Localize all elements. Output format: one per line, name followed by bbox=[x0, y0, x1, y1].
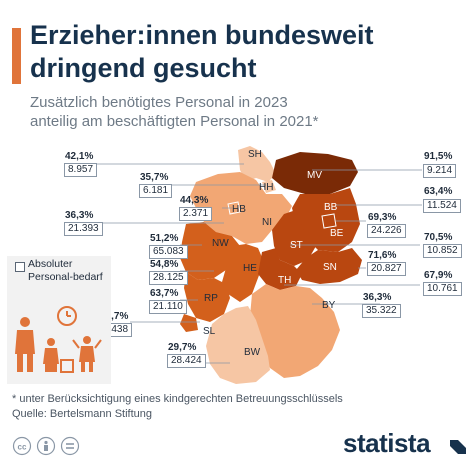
percent-label-NW: 51,2% bbox=[150, 233, 179, 244]
state-code-BW: BW bbox=[244, 347, 261, 358]
chart-title: Erzieher:innen bundesweit dringend gesuc… bbox=[30, 19, 460, 85]
state-shape-NI bbox=[190, 172, 292, 244]
state-shape-BY bbox=[250, 284, 340, 378]
state-shape-NW bbox=[180, 222, 240, 280]
value-box-MV: 9.214 bbox=[423, 164, 457, 178]
state-shape-SL bbox=[180, 314, 198, 332]
subtitle-line-1: Zusätzlich benötigtes Personal in 2023 bbox=[30, 94, 288, 111]
legend-label: Absoluter Personal-bedarf bbox=[28, 258, 103, 283]
value-box-BY: 35.322 bbox=[362, 304, 401, 318]
equals-icon[interactable] bbox=[60, 436, 80, 456]
percent-label-MV: 91,5% bbox=[424, 151, 453, 162]
source-note: Quelle: Bertelsmann Stiftung bbox=[12, 408, 153, 420]
value-box-SN: 20.827 bbox=[367, 262, 406, 276]
value-box-TH: 10.761 bbox=[423, 282, 462, 296]
state-shape-ST bbox=[272, 210, 316, 266]
chart-subtitle: Zusätzlich benötigtes Personal in 2023 a… bbox=[30, 93, 460, 131]
percent-label-HH: 35,7% bbox=[140, 172, 169, 183]
percent-label-SL: 64,7% bbox=[100, 311, 129, 322]
cc-icon[interactable]: cc bbox=[12, 436, 32, 456]
percent-label-RP: 63,7% bbox=[150, 288, 179, 299]
title-accent-bar bbox=[12, 28, 21, 84]
state-code-TH: TH bbox=[278, 275, 292, 286]
svg-text:cc: cc bbox=[18, 443, 27, 452]
value-box-SH: 8.957 bbox=[64, 163, 98, 177]
state-shape-HE bbox=[222, 244, 264, 302]
state-code-SH: SH bbox=[248, 149, 262, 160]
percent-label-SH: 42,1% bbox=[65, 151, 94, 162]
percent-label-BE: 69,3% bbox=[368, 212, 397, 223]
legend-square-icon bbox=[15, 262, 25, 272]
value-box-BE: 24.226 bbox=[367, 224, 406, 238]
state-shape-BE bbox=[321, 213, 337, 229]
statista-logo[interactable]: statista bbox=[343, 428, 431, 459]
percent-label-HE: 54,8% bbox=[150, 259, 179, 270]
brand-text: statista bbox=[343, 428, 431, 458]
footnote: * unter Berücksichtigung eines kindgerec… bbox=[12, 393, 343, 405]
value-box-HE: 28.125 bbox=[149, 271, 188, 285]
percent-label-SN: 71,6% bbox=[368, 250, 397, 261]
state-shape-BW bbox=[206, 306, 270, 384]
state-shape-HH bbox=[262, 180, 276, 193]
state-code-SN: SN bbox=[323, 262, 337, 273]
title-line-2: dringend gesucht bbox=[30, 53, 257, 83]
state-code-RP: RP bbox=[204, 293, 218, 304]
percent-label-ST: 70,5% bbox=[424, 232, 453, 243]
state-shape-SH bbox=[238, 146, 276, 182]
state-shape-HB bbox=[227, 201, 241, 215]
subtitle-line-2: anteilig am beschäftigten Personal in 20… bbox=[30, 113, 319, 130]
state-code-BE: BE bbox=[330, 228, 344, 239]
value-box-BB: 11.524 bbox=[423, 199, 461, 213]
person-icon[interactable] bbox=[36, 436, 56, 456]
state-code-NI: NI bbox=[262, 217, 272, 228]
state-code-BB: BB bbox=[324, 202, 338, 213]
legend: Absoluter Personal-bedarf bbox=[7, 256, 111, 384]
state-code-SL: SL bbox=[203, 326, 216, 337]
percent-label-BY: 36,3% bbox=[363, 292, 392, 303]
state-code-MV: MV bbox=[307, 170, 322, 181]
percent-label-BW: 29,7% bbox=[168, 342, 197, 353]
family-illustration-icon bbox=[15, 306, 102, 373]
state-code-ST: ST bbox=[290, 240, 303, 251]
state-shape-TH bbox=[258, 248, 302, 290]
leader-lines bbox=[95, 163, 422, 364]
value-box-RP: 21.110 bbox=[149, 300, 187, 314]
state-code-BY: BY bbox=[322, 300, 336, 311]
statista-logo-mark-icon bbox=[450, 440, 466, 454]
value-box-NW: 65.083 bbox=[149, 245, 188, 259]
value-box-NI: 21.393 bbox=[64, 222, 103, 236]
state-code-NW: NW bbox=[212, 238, 229, 249]
value-box-BW: 28.424 bbox=[167, 354, 206, 368]
state-shape-SN bbox=[296, 248, 362, 284]
percent-label-HB: 44,3% bbox=[180, 195, 209, 206]
title-line-1: Erzieher:innen bundesweit bbox=[30, 20, 374, 50]
state-code-HB: HB bbox=[232, 204, 246, 215]
germany-map bbox=[95, 146, 422, 384]
percent-label-NI: 36,3% bbox=[65, 210, 94, 221]
value-box-HB: 2.371 bbox=[179, 207, 213, 221]
percent-label-BB: 63,4% bbox=[424, 186, 453, 197]
value-box-HH: 6.181 bbox=[139, 184, 173, 198]
state-shape-MV bbox=[272, 152, 358, 194]
percent-label-TH: 67,9% bbox=[424, 270, 453, 281]
state-shape-RP bbox=[184, 272, 230, 322]
value-box-ST: 10.852 bbox=[423, 244, 462, 258]
state-code-HE: HE bbox=[243, 263, 257, 274]
state-code-HH: HH bbox=[259, 182, 274, 193]
